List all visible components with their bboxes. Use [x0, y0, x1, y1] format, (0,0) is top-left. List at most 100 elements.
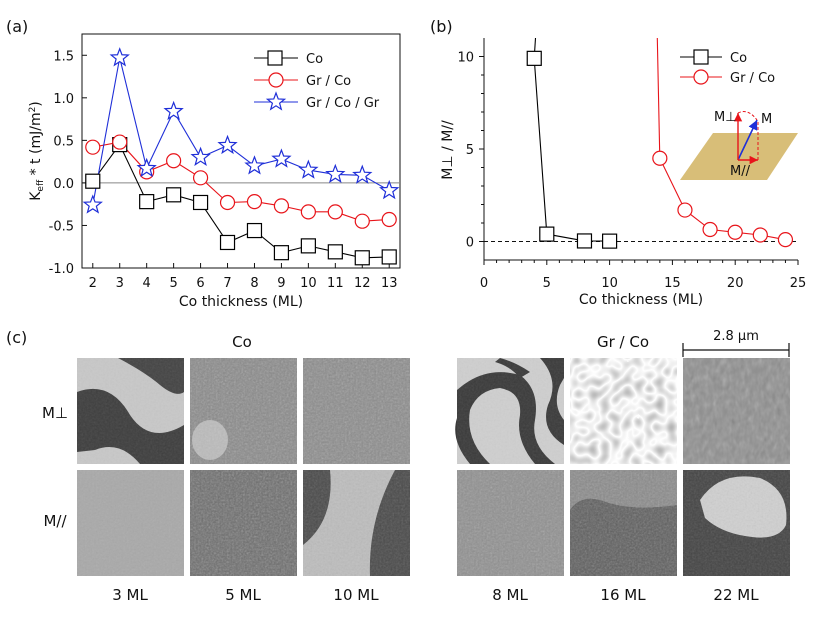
- chart-a-point-1: [273, 198, 290, 214]
- chart-a-point-1: [112, 134, 128, 150]
- tile-co-10ml-mpar: [303, 470, 410, 576]
- chart-b-ytick-label: 0: [466, 236, 474, 251]
- chart-a-point-1: [381, 211, 397, 228]
- legend-square-marker: [267, 50, 283, 66]
- chart-a-point-2: [163, 100, 184, 121]
- tile-co-5ml-mpar: [190, 470, 297, 576]
- inset-m-arrow: [737, 119, 758, 161]
- chart-b-ytick-label: 5: [466, 143, 474, 158]
- chart-a-xtick-label: 13: [381, 276, 398, 291]
- chart-a-point-2: [298, 159, 319, 179]
- chart-a-point-1: [327, 204, 343, 220]
- chart-b-xtick-label: 5: [543, 276, 551, 291]
- chart-a-point-1: [354, 213, 370, 229]
- chart-a-point-0: [139, 194, 155, 210]
- chart-a-xtick-label: 9: [277, 276, 285, 291]
- scale-bar-label: 2.8 μm: [713, 329, 759, 344]
- chart-a-xtick-label: 2: [89, 276, 97, 291]
- tile-co-3ml-mperp: [77, 358, 184, 464]
- chart-a-point-2: [217, 134, 238, 155]
- chart-a-xtick-label: 11: [327, 276, 344, 291]
- chart-a-point-1: [192, 170, 209, 186]
- chart-a-point-1: [246, 194, 263, 210]
- legend-b-item-co: Co: [730, 51, 747, 66]
- chart-a-point-2: [352, 164, 373, 184]
- chart-a-point-0: [354, 250, 370, 266]
- magnetization-inset: M⊥ M M//: [680, 110, 798, 180]
- chart-a-frame: [81, 33, 401, 269]
- chart-a-point-0: [246, 222, 263, 239]
- chart-a-ylabel: Keff * t (mJ/m2): [28, 101, 46, 201]
- panel-b-label: (b): [430, 17, 453, 36]
- chart-a-legend: Co Gr / Co Gr / Co / Gr: [254, 50, 380, 111]
- col-label-co-5ml: 5 ML: [225, 586, 261, 604]
- chart-b-xtick-label: 25: [790, 276, 807, 291]
- tile-co-3ml-mpar: [77, 470, 184, 576]
- chart-b-legend: Co Gr / Co: [680, 49, 775, 86]
- chart-a-xtick-label: 8: [250, 276, 258, 291]
- chart-a-point-2: [190, 146, 211, 167]
- chart-b-point-1: [652, 150, 668, 166]
- chart-b-xtick-label: 10: [601, 276, 618, 291]
- chart-a-point-1: [85, 139, 101, 155]
- tile-grco-16ml-mperp: [570, 358, 677, 464]
- legend-b-item-grco: Gr / Co: [730, 71, 775, 86]
- legend-a-item-grcogr: Gr / Co / Gr: [306, 96, 380, 111]
- chart-b-xtick-label: 20: [727, 276, 744, 291]
- chart-b-point-0: [539, 226, 555, 242]
- chart-a-xtick-label: 6: [196, 276, 204, 291]
- chart-b-ytick-label: 10: [457, 51, 474, 66]
- chart-a-point-2: [325, 163, 346, 184]
- chart-a-point-0: [192, 194, 209, 211]
- chart-a-point-0: [273, 245, 290, 261]
- row-label-mperp: M⊥: [42, 404, 68, 422]
- col-label-grco-16ml: 16 ML: [600, 586, 646, 604]
- chart-a-point-2: [379, 179, 400, 200]
- chart-a-xtick-label: 4: [143, 276, 151, 291]
- tile-grco-8ml-mperp: [455, 358, 564, 464]
- legend-star-marker: [265, 91, 287, 111]
- legend-a-item-co: Co: [306, 52, 323, 67]
- chart-b-point-0: [601, 233, 618, 249]
- tile-grco-22ml-mperp: [683, 358, 790, 464]
- chart-a-point-2: [109, 47, 130, 67]
- inset-label-mperp: M⊥: [714, 110, 737, 125]
- tile-grco-16ml-mpar: [570, 470, 677, 576]
- chart-a-xtick-label: 10: [300, 276, 317, 291]
- legend-a-item-grco: Gr / Co: [306, 74, 351, 89]
- panel-c-label: (c): [6, 328, 27, 347]
- chart-a-point-0: [85, 173, 101, 189]
- chart-a-xtick-label: 12: [354, 276, 371, 291]
- chart-a-point-1: [219, 194, 236, 211]
- chart-a-xlabel: Co thickness (ML): [179, 294, 303, 310]
- panel-a-label: (a): [6, 17, 28, 36]
- chart-a-point-0: [166, 187, 182, 203]
- chart-b-point-0: [526, 50, 542, 66]
- images-group-co-title: Co: [232, 333, 252, 351]
- chart-b: 0 5 10 15 20 25 0 5 10 Co thickness (ML) M⊥ / M/…: [440, 37, 807, 308]
- chart-a-xtick-label: 7: [223, 276, 231, 291]
- legend-circle-marker: [268, 72, 284, 88]
- chart-b-xlabel: Co thickness (ML): [579, 292, 703, 308]
- chart-a-point-0: [300, 238, 316, 254]
- tile-co-5ml-mperp: [190, 358, 297, 464]
- chart-a-point-2: [271, 148, 292, 168]
- chart-a: 2 3 4 5 6 7 8 9 10 11 12 13 -1.0 -0.5 0.0 0.5 1.0 1.5 Co …: [28, 33, 401, 310]
- chart-a-point-2: [136, 157, 157, 178]
- tile-grco-22ml-mpar: [683, 470, 790, 576]
- chart-a-point-0: [327, 244, 343, 260]
- chart-a-point-1: [300, 204, 316, 220]
- chart-b-point-1: [752, 227, 768, 243]
- chart-a-ytick-label: -0.5: [49, 219, 74, 234]
- chart-a-point-0: [381, 249, 397, 265]
- chart-a-ytick-label: 1.5: [53, 49, 74, 64]
- col-label-co-10ml: 10 ML: [333, 586, 379, 604]
- row-label-mpar: M//: [43, 512, 67, 530]
- chart-b-point-1: [677, 202, 693, 218]
- tile-co-10ml-mperp: [303, 358, 410, 464]
- chart-a-point-1: [166, 153, 182, 169]
- chart-a-xtick-label: 3: [116, 276, 124, 291]
- chart-a-ytick-label: 0.5: [53, 134, 74, 149]
- chart-b-point-1: [727, 224, 743, 240]
